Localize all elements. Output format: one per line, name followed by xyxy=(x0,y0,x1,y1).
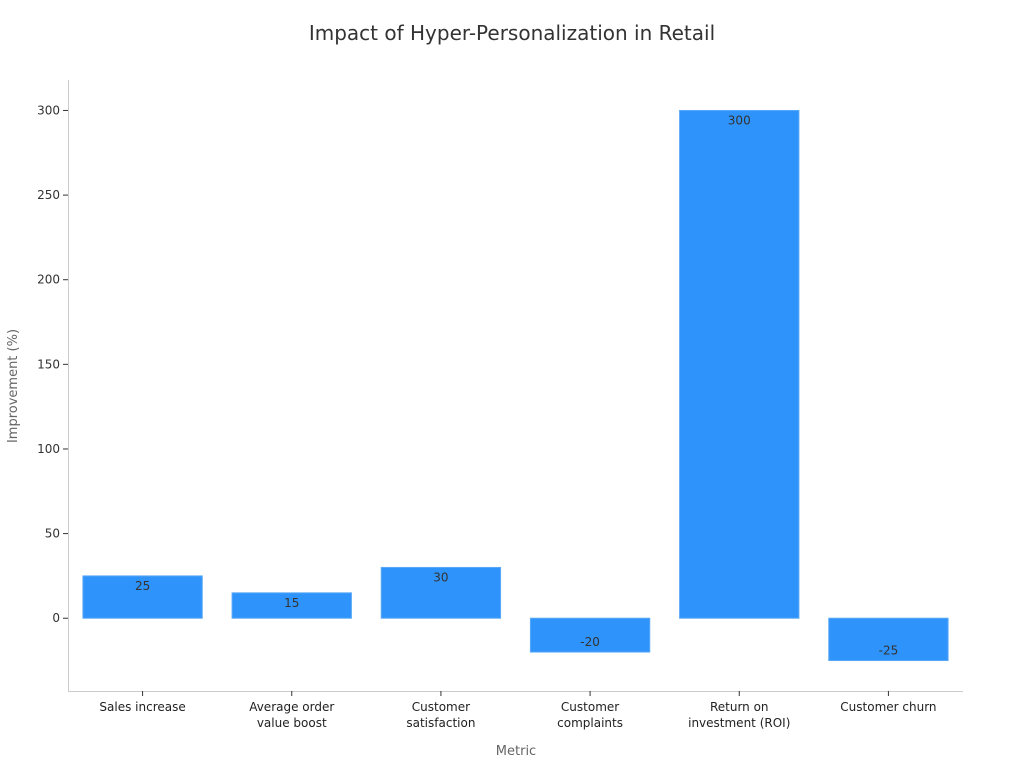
data-label: 25 xyxy=(135,579,150,593)
data-label: -25 xyxy=(879,644,899,658)
x-tick-label: satisfaction xyxy=(406,716,475,730)
bar xyxy=(679,109,800,619)
bar xyxy=(231,592,352,619)
x-tick-label: value boost xyxy=(257,716,327,730)
y-tick-label: 250 xyxy=(37,188,60,202)
x-tick-label: Average order xyxy=(249,700,334,714)
x-tick-label: Customer churn xyxy=(840,700,936,714)
y-tick-label: 150 xyxy=(37,357,60,371)
y-axis-label: Improvement (%) xyxy=(6,329,21,443)
x-tick-label: Customer xyxy=(412,700,470,714)
x-tick-label: Customer xyxy=(561,700,619,714)
y-tick-label: 0 xyxy=(52,611,60,625)
data-label: -20 xyxy=(580,635,600,649)
y-tick-label: 200 xyxy=(37,273,60,287)
bar xyxy=(828,617,949,662)
y-tick-label: 50 xyxy=(45,527,60,541)
x-tick-label: Sales increase xyxy=(99,700,185,714)
bar xyxy=(82,575,203,619)
x-tick-label: investment (ROI) xyxy=(688,716,790,730)
bar xyxy=(380,566,502,619)
x-tick-label: Return on xyxy=(710,700,769,714)
data-label: 15 xyxy=(284,596,299,610)
y-tick-label: 300 xyxy=(37,103,60,117)
x-axis-label: Metric xyxy=(496,744,536,759)
data-label: 30 xyxy=(433,570,448,584)
x-tick-label: complaints xyxy=(557,716,623,730)
chart-title: Impact of Hyper-Personalization in Retai… xyxy=(309,21,715,45)
data-label: 300 xyxy=(728,113,751,127)
bar xyxy=(529,617,651,653)
y-tick-label: 100 xyxy=(37,442,60,456)
